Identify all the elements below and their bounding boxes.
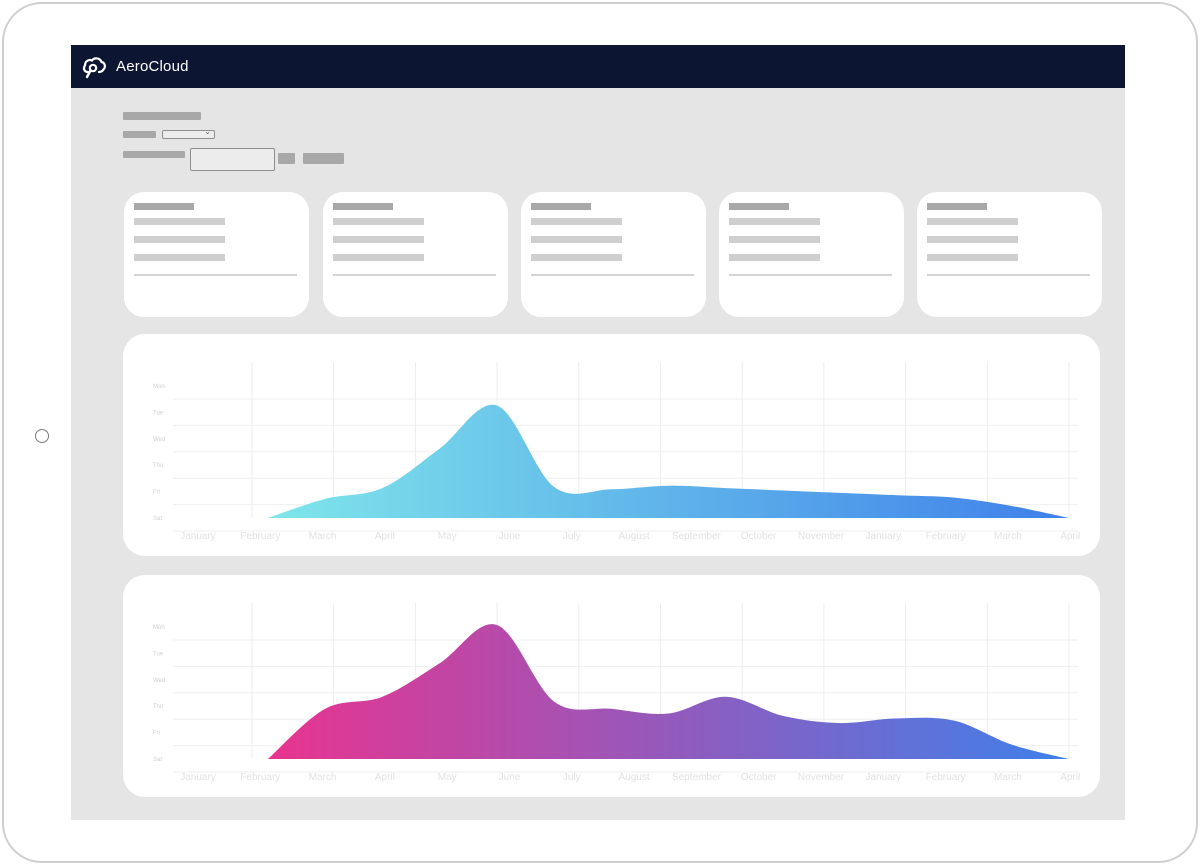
x-tick-label: June <box>499 772 521 783</box>
card-title-placeholder <box>531 203 591 210</box>
x-tick-label: April <box>1060 531 1080 542</box>
area-chart-bottom: Mon Tue Wed Thu Fri Sat January February March Ap… <box>153 603 1080 783</box>
y-tick-label: Sat <box>153 516 162 522</box>
card-line-placeholder <box>729 254 820 261</box>
y-tick-label: Tue <box>153 410 164 416</box>
x-tick-label: November <box>798 531 845 542</box>
x-tick-label: May <box>438 531 457 542</box>
search-label-placeholder <box>123 151 185 158</box>
x-tick-label: February <box>926 772 966 783</box>
card-line-placeholder <box>333 236 424 243</box>
summary-card-4[interactable] <box>719 192 904 317</box>
x-tick-label: May <box>438 772 457 783</box>
app-screen: AeroCloud ⌄ <box>71 45 1125 820</box>
small-action-button[interactable] <box>278 153 295 164</box>
card-title-placeholder <box>729 203 789 210</box>
x-tick-label: January <box>180 772 216 783</box>
card-title-placeholder <box>134 203 194 210</box>
card-line-placeholder <box>333 218 424 225</box>
home-button[interactable] <box>35 429 49 443</box>
y-tick-label: Mon <box>153 625 165 631</box>
card-title-placeholder <box>333 203 393 210</box>
y-tick-label: Thu <box>153 463 163 469</box>
y-tick-label: Fri <box>153 731 160 737</box>
summary-card-2[interactable] <box>323 192 508 317</box>
summary-card-3[interactable] <box>521 192 706 317</box>
x-tick-label: September <box>672 772 722 783</box>
y-tick-label: Fri <box>153 490 160 496</box>
cloud-pin-icon[interactable] <box>81 54 107 80</box>
chart-panel-bottom: Mon Tue Wed Thu Fri Sat January February March Ap… <box>123 575 1100 797</box>
summary-card-1[interactable] <box>124 192 309 317</box>
x-tick-label: January <box>866 772 902 783</box>
x-tick-label: October <box>741 531 777 542</box>
card-line-placeholder <box>927 236 1018 243</box>
card-line-placeholder <box>134 236 225 243</box>
card-line-placeholder <box>729 236 820 243</box>
card-line-placeholder <box>531 254 622 261</box>
x-tick-label: February <box>240 531 280 542</box>
x-tick-label: February <box>926 531 966 542</box>
card-line-placeholder <box>531 218 622 225</box>
y-tick-label: Sat <box>153 757 162 763</box>
top-navigation-bar: AeroCloud <box>71 45 1125 88</box>
summary-card-5[interactable] <box>917 192 1102 317</box>
filter-dropdown[interactable]: ⌄ <box>162 127 215 139</box>
x-tick-label: April <box>375 531 395 542</box>
search-input[interactable] <box>190 148 275 171</box>
x-tick-label: June <box>499 531 521 542</box>
card-divider <box>134 274 297 276</box>
card-line-placeholder <box>134 254 225 261</box>
x-tick-label: January <box>866 531 902 542</box>
submit-button[interactable] <box>303 153 344 164</box>
card-title-placeholder <box>927 203 987 210</box>
x-tick-label: September <box>672 531 722 542</box>
y-tick-label: Wed <box>153 437 165 443</box>
card-line-placeholder <box>927 218 1018 225</box>
x-tick-label: April <box>1060 772 1080 783</box>
x-tick-label: April <box>375 772 395 783</box>
y-tick-label: Wed <box>153 678 165 684</box>
area-chart-top: Mon Tue Wed Thu Fri Sat January February March Ap… <box>153 362 1080 542</box>
brand-name: AeroCloud <box>116 58 189 75</box>
x-tick-label: July <box>563 531 581 542</box>
filter-title-placeholder <box>123 112 201 120</box>
series-area[interactable] <box>268 404 1069 518</box>
card-divider <box>927 274 1090 276</box>
card-line-placeholder <box>134 218 225 225</box>
card-divider <box>333 274 496 276</box>
chevron-down-icon: ⌄ <box>204 127 211 136</box>
x-tick-label: November <box>798 772 845 783</box>
series-area[interactable] <box>268 624 1069 759</box>
y-tick-label: Thu <box>153 704 163 710</box>
chart-panel-top: Mon Tue Wed Thu Fri Sat January February March Ap… <box>123 334 1100 556</box>
x-tick-label: August <box>619 772 650 783</box>
x-tick-label: February <box>240 772 280 783</box>
filter-label-placeholder <box>123 131 156 138</box>
x-tick-label: March <box>994 531 1022 542</box>
card-line-placeholder <box>531 236 622 243</box>
card-line-placeholder <box>333 254 424 261</box>
x-tick-label: March <box>309 531 337 542</box>
x-tick-label: January <box>180 531 216 542</box>
card-line-placeholder <box>927 254 1018 261</box>
x-tick-label: July <box>563 772 581 783</box>
card-divider <box>531 274 694 276</box>
card-divider <box>729 274 892 276</box>
x-tick-label: March <box>309 772 337 783</box>
x-tick-label: August <box>619 531 650 542</box>
card-line-placeholder <box>729 218 820 225</box>
x-tick-label: March <box>994 772 1022 783</box>
y-tick-label: Tue <box>153 651 164 657</box>
y-tick-label: Mon <box>153 384 165 390</box>
x-tick-label: October <box>741 772 777 783</box>
